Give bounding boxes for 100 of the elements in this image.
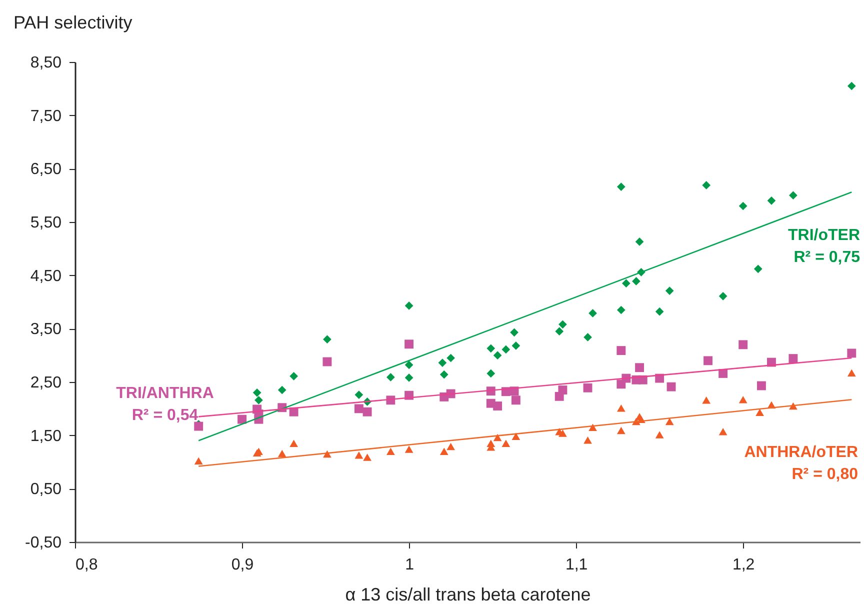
point bbox=[354, 404, 364, 414]
y-tick-label: 4,50 bbox=[30, 268, 62, 285]
point bbox=[584, 436, 592, 444]
point bbox=[847, 348, 856, 358]
x-tick-label: 1 bbox=[405, 556, 414, 574]
point bbox=[290, 440, 298, 447]
x-tick-label: 0,9 bbox=[231, 556, 254, 574]
point bbox=[702, 396, 711, 404]
point bbox=[616, 182, 626, 191]
point bbox=[404, 446, 414, 453]
point bbox=[238, 414, 246, 424]
annotation: R² = 0,54 bbox=[132, 407, 198, 424]
point bbox=[486, 369, 496, 378]
point bbox=[194, 422, 204, 431]
point bbox=[404, 374, 414, 382]
point bbox=[665, 286, 674, 295]
point bbox=[616, 426, 626, 434]
point bbox=[446, 442, 455, 450]
point bbox=[322, 357, 332, 366]
y-tick-label: 2,50 bbox=[30, 374, 62, 392]
point bbox=[632, 277, 640, 286]
point bbox=[438, 358, 447, 367]
point bbox=[558, 430, 567, 437]
point bbox=[290, 372, 298, 380]
y-tick-label: 7,50 bbox=[30, 108, 62, 125]
point bbox=[655, 307, 664, 316]
y-axis-title: PAH selectivity bbox=[14, 12, 132, 32]
x-axis-title: α 13 cis/all trans beta carotene bbox=[345, 584, 591, 604]
point bbox=[194, 457, 203, 465]
point bbox=[655, 431, 664, 438]
point bbox=[588, 424, 597, 431]
point bbox=[502, 440, 510, 447]
point bbox=[635, 238, 644, 246]
point bbox=[756, 408, 764, 416]
point bbox=[702, 181, 711, 190]
point bbox=[789, 191, 798, 200]
point bbox=[616, 346, 626, 356]
point bbox=[512, 342, 520, 350]
point bbox=[254, 396, 263, 404]
point bbox=[512, 432, 520, 440]
annotation: R² = 0,75 bbox=[794, 249, 860, 266]
y-tick-label: 8,50 bbox=[30, 54, 62, 72]
x-tick-label: 0,8 bbox=[76, 556, 98, 574]
point bbox=[558, 386, 568, 394]
y-tick-label: 1,50 bbox=[30, 428, 62, 445]
point bbox=[493, 402, 502, 410]
point bbox=[583, 383, 592, 392]
point bbox=[555, 327, 564, 336]
point bbox=[278, 386, 286, 394]
point bbox=[510, 328, 518, 337]
point bbox=[440, 448, 448, 455]
point bbox=[666, 382, 676, 392]
point bbox=[354, 390, 364, 399]
point bbox=[493, 351, 502, 360]
point bbox=[502, 345, 510, 354]
point bbox=[386, 373, 395, 382]
series-label: ANTHRA/oTER bbox=[744, 444, 858, 461]
point bbox=[767, 196, 776, 205]
point bbox=[738, 340, 748, 350]
point bbox=[754, 264, 762, 274]
point bbox=[847, 82, 856, 90]
point bbox=[756, 381, 766, 390]
y-tick-label: 5,50 bbox=[30, 214, 62, 232]
series-label: TRI/ANTHRA bbox=[116, 385, 214, 402]
point bbox=[616, 404, 626, 412]
point bbox=[588, 309, 597, 318]
annotation: R² = 0,80 bbox=[792, 466, 858, 483]
point bbox=[665, 418, 674, 426]
point bbox=[616, 306, 626, 314]
point bbox=[404, 340, 414, 349]
point bbox=[584, 333, 592, 342]
point bbox=[404, 302, 414, 310]
y-tick-label: 3,50 bbox=[30, 321, 62, 338]
point bbox=[323, 335, 332, 344]
y-tick-label: 6,50 bbox=[30, 161, 62, 178]
point bbox=[635, 363, 644, 372]
point bbox=[252, 388, 262, 397]
point bbox=[446, 354, 455, 362]
point bbox=[788, 354, 798, 364]
point bbox=[738, 396, 748, 404]
point bbox=[622, 279, 630, 288]
point bbox=[511, 396, 520, 405]
point bbox=[404, 360, 414, 370]
point bbox=[738, 202, 748, 210]
x-tick-label: 1,2 bbox=[732, 556, 755, 574]
y-tick-label: -0,50 bbox=[25, 534, 62, 552]
point bbox=[718, 428, 728, 436]
point bbox=[847, 369, 856, 377]
point bbox=[718, 292, 728, 300]
point bbox=[354, 451, 364, 459]
point bbox=[704, 356, 712, 366]
point bbox=[386, 448, 395, 455]
y-tick-label: 0,50 bbox=[30, 481, 62, 498]
point bbox=[486, 344, 496, 353]
series-label: TRI/oTER bbox=[788, 227, 860, 244]
point bbox=[278, 450, 286, 458]
point bbox=[558, 320, 567, 329]
point bbox=[363, 454, 372, 461]
point bbox=[362, 407, 372, 416]
x-tick-label: 1,1 bbox=[565, 556, 588, 574]
